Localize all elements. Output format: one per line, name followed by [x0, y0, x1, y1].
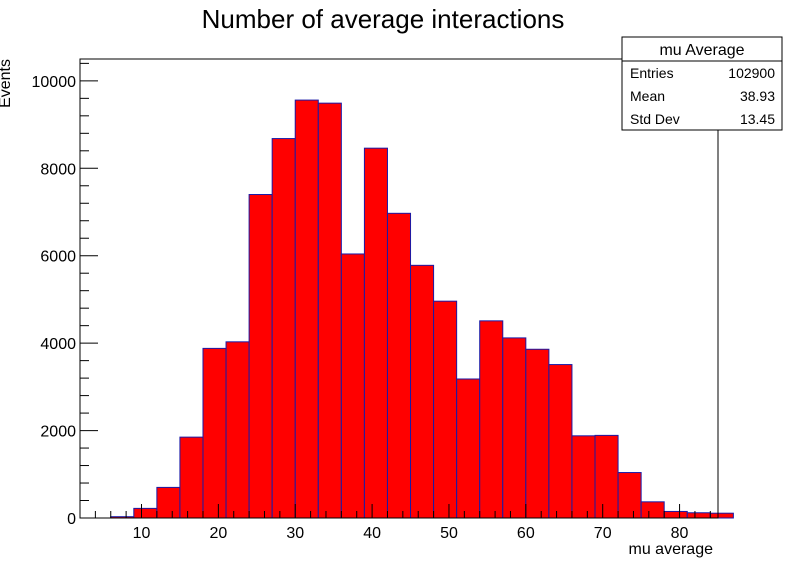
- y-tick-label: 8000: [40, 161, 76, 178]
- x-tick-label: 60: [517, 525, 535, 542]
- stats-mean-value: 38.93: [740, 88, 775, 104]
- x-tick-label: 30: [286, 525, 304, 542]
- histogram-bar: [686, 512, 711, 519]
- histogram-bar: [548, 364, 573, 519]
- histogram-bars: [110, 99, 734, 519]
- stats-box-title: mu Average: [659, 42, 744, 59]
- histogram-bar: [133, 507, 158, 519]
- histogram-bar: [663, 510, 688, 519]
- histogram-bar: [317, 102, 342, 519]
- histogram-bar: [202, 347, 227, 519]
- histogram-bar: [179, 436, 204, 519]
- histogram-bar: [571, 435, 596, 519]
- y-tick-label: 10000: [32, 74, 77, 91]
- histogram-bar: [225, 341, 250, 519]
- histogram-bar: [294, 99, 319, 519]
- x-tick-label: 10: [133, 525, 151, 542]
- histogram-bar: [502, 337, 527, 519]
- x-tick-label: 20: [209, 525, 227, 542]
- histogram-bar: [594, 434, 619, 519]
- histogram-bar: [156, 486, 181, 519]
- histogram-bar: [363, 147, 388, 519]
- histogram-bar: [248, 194, 273, 519]
- histogram-bar: [456, 378, 481, 519]
- histogram-bar: [709, 512, 734, 519]
- histogram-bar: [525, 348, 550, 519]
- x-tick-label: 80: [671, 525, 689, 542]
- y-axis-ticks: 0 2000 4000 6000 8000 10000: [32, 62, 98, 528]
- histogram-bar: [271, 138, 296, 519]
- stats-stddev-label: Std Dev: [630, 111, 680, 127]
- x-tick-label: 70: [594, 525, 612, 542]
- histogram-bar: [340, 253, 365, 519]
- stats-stddev-value: 13.45: [740, 111, 775, 127]
- y-tick-label: 4000: [40, 336, 76, 353]
- x-axis-ticks: 10 20 30 40 50 60 70 80: [79, 504, 711, 542]
- histogram-bar: [617, 472, 642, 519]
- histogram-bar: [433, 300, 458, 519]
- stats-box: mu Average Entries 102900 Mean 38.93 Std…: [621, 36, 783, 131]
- stats-mean-label: Mean: [630, 88, 665, 104]
- x-axis-label: mu average: [629, 541, 714, 558]
- y-tick-label: 6000: [40, 249, 76, 266]
- y-tick-label: 0: [67, 511, 76, 528]
- plot-frame: [79, 58, 719, 519]
- y-axis-label: Events: [0, 59, 14, 108]
- stats-entries-value: 102900: [728, 65, 775, 81]
- histogram-bar: [410, 264, 435, 519]
- x-tick-label: 50: [440, 525, 458, 542]
- x-tick-label: 40: [363, 525, 381, 542]
- histogram-bar: [479, 320, 504, 519]
- histogram-bar: [386, 212, 412, 519]
- histogram-bar: [640, 501, 665, 519]
- stats-entries-label: Entries: [630, 65, 674, 81]
- stats-box-frame: [621, 36, 783, 131]
- chart-title: Number of average interactions: [202, 4, 565, 34]
- y-tick-label: 2000: [40, 424, 76, 441]
